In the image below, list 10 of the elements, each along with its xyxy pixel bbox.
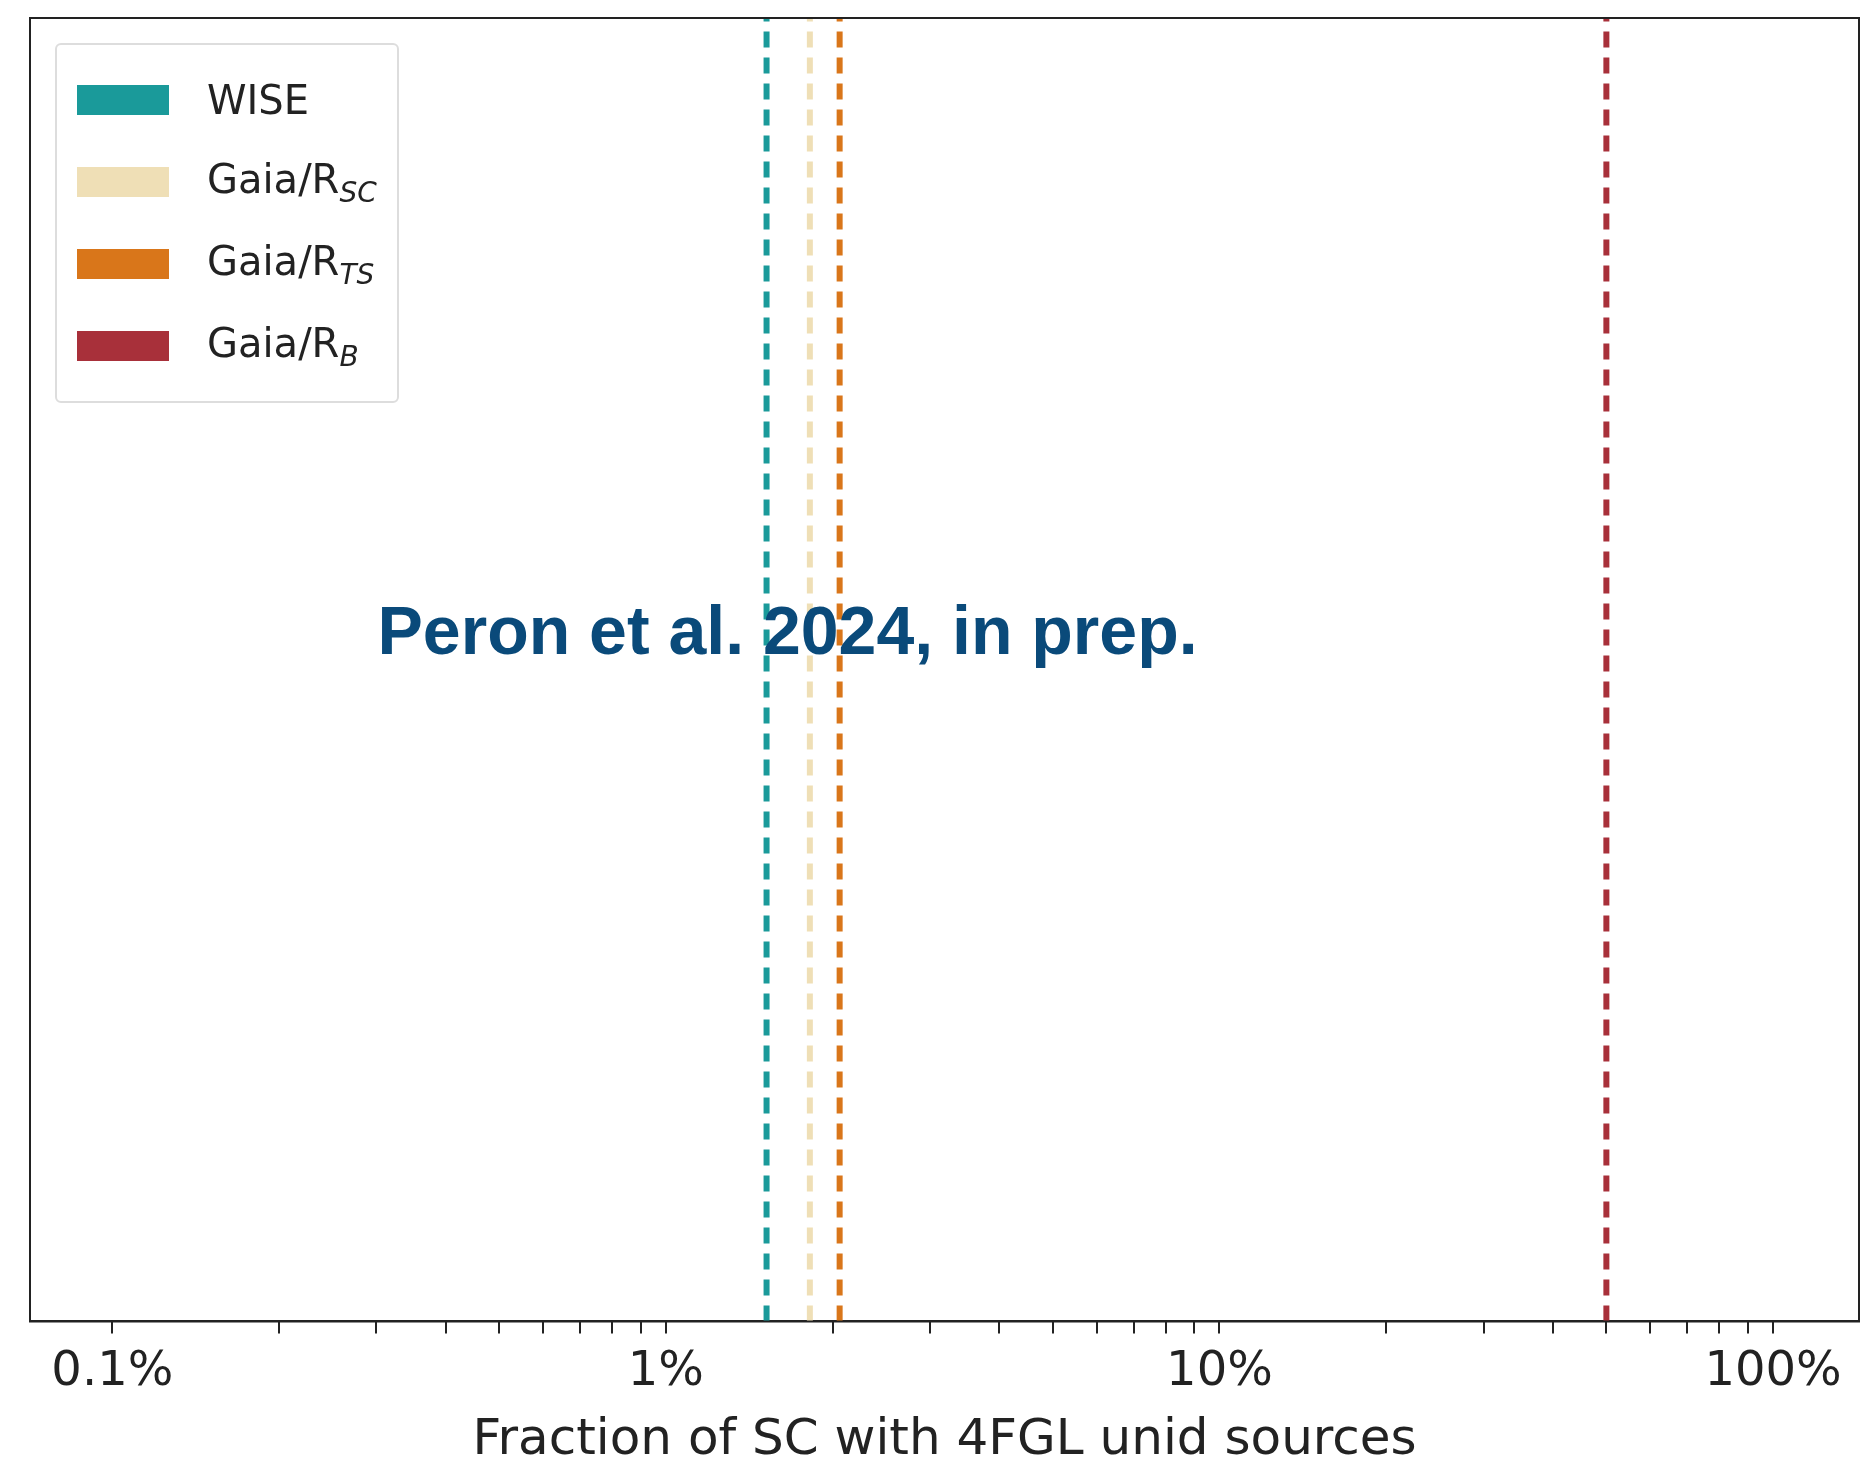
x-tick-label: 1% [627,1339,704,1396]
x-tick-label: 100% [1704,1339,1842,1396]
x-tick-label: 10% [1166,1339,1273,1396]
x-tick-label: 0.1% [51,1339,174,1396]
x-axis-title: Fraction of SC with 4FGL unid sources [472,1407,1417,1466]
annotation: Peron et al. 2024, in prep. [377,591,1198,670]
legend-label: Gaia/R$_{TS}$ [207,237,375,291]
legend-label: Gaia/R$_{SC}$ [207,155,377,209]
legend-label: WISE [207,77,310,123]
legend-label: Gaia/R$_{B}$ [207,319,359,373]
